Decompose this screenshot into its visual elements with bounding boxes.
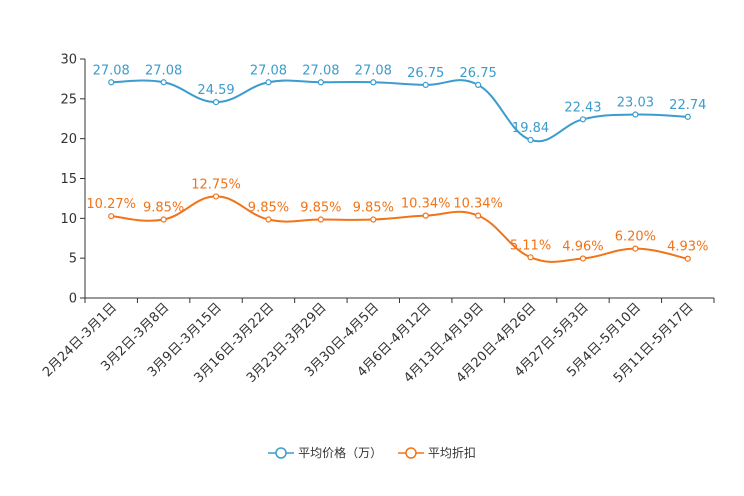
y-tick-label: 20 [60,132,77,147]
data-point [527,136,534,144]
legend: 平均价格（万） 平均折扣 [0,444,744,463]
data-point [632,111,639,118]
y-tick-label: 10 [60,212,77,227]
data-label: 23.03 [617,96,654,111]
data-point [108,79,115,86]
data-point [317,216,324,223]
data-point [684,255,691,262]
data-point [475,81,482,88]
data-point [317,79,324,86]
legend-label-discount: 平均折扣 [427,446,476,460]
y-tick-label: 30 [60,53,77,68]
data-label: 12.75% [191,177,241,192]
data-label: 9.85% [353,201,394,216]
legend-label-price: 平均价格（万） [298,446,383,460]
y-tick-label: 15 [60,172,77,187]
legend-item-discount[interactable]: 平均折扣 [397,444,476,461]
legend-line-circle-icon [268,446,295,459]
data-label: 6.20% [615,230,656,245]
legend-item-price[interactable]: 平均价格（万） [268,444,382,461]
data-point [108,213,115,220]
data-label: 27.08 [250,63,287,78]
data-label: 9.85% [248,201,289,216]
data-label: 26.75 [407,66,444,81]
data-point [684,113,691,120]
data-point [370,216,377,223]
line-chart: 0 5 10 15 20 25 30 2月24日-3月1日3月2日-3月8日3月9日-3月1… [40,53,715,386]
series-discount: 10.27% 9.85% 12.75% 9.85% 9.85% 9.85% 10.34% 10… [86,177,708,263]
data-point [212,193,220,200]
data-label: 9.85% [300,201,341,216]
data-point [265,79,272,86]
data-label: 24.59 [197,83,234,98]
data-point [527,254,534,261]
y-tick-label: 5 [69,252,77,267]
data-label: 10.27% [86,197,136,212]
data-point [160,216,167,223]
data-label: 10.34% [453,197,503,212]
data-label: 5.11% [510,238,551,253]
data-label: 10.34% [401,197,451,212]
data-label: 4.93% [667,240,708,255]
data-point [160,79,167,86]
data-label: 4.96% [562,239,603,254]
series-layer: 27.08 27.08 24.59 27.08 27.08 27.08 26.75 26.75… [86,63,708,263]
data-label: 27.08 [355,63,392,78]
series-price: 27.08 27.08 24.59 27.08 27.08 27.08 26.75 26.75… [93,63,706,144]
data-label: 27.08 [145,63,182,78]
data-point [632,245,639,252]
y-tick-label: 0 [69,292,77,307]
data-label: 19.84 [512,121,549,136]
data-point [422,81,429,88]
data-point [579,116,587,123]
data-point [265,216,272,223]
data-point [370,79,377,86]
x-axis: 2月24日-3月1日3月2日-3月8日3月9日-3月15日3月16日-3月22日… [40,297,715,386]
data-point [212,98,220,106]
data-label: 9.85% [143,201,184,216]
legend-line-circle-icon [397,446,424,459]
data-label: 22.74 [669,98,706,113]
data-label: 27.08 [302,63,339,78]
data-point [422,212,429,219]
data-point [475,212,482,219]
data-label: 22.43 [564,100,601,115]
y-tick-label: 25 [60,92,77,107]
y-axis: 0 5 10 15 20 25 30 [60,53,86,307]
data-label: 27.08 [93,63,130,78]
data-label: 26.75 [460,66,497,81]
data-point [579,255,587,262]
